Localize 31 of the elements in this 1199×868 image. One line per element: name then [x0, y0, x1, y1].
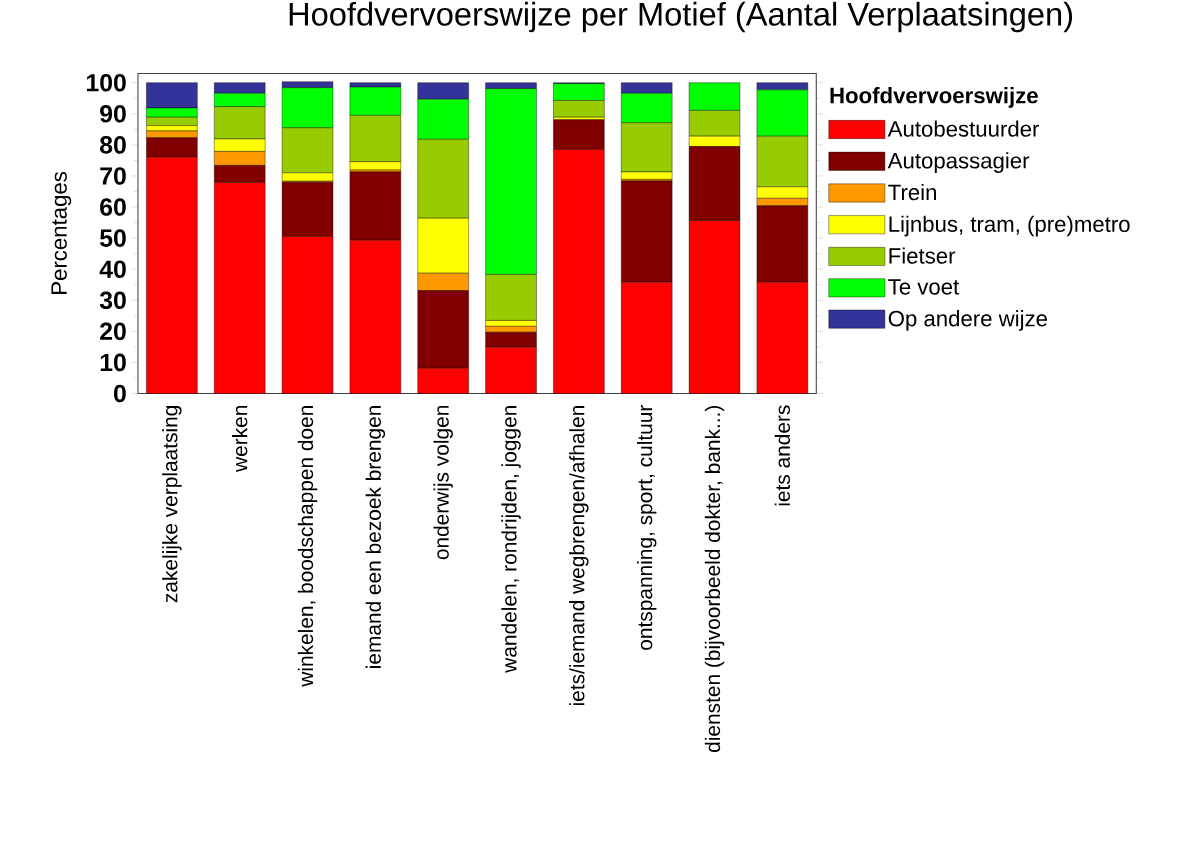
x-tick-label: diensten (bijvoorbeeld dokter, bank...): [704, 405, 725, 752]
legend-label: Autobestuurder: [887, 120, 1040, 137]
y-tick-label: 20: [100, 322, 126, 341]
legend-label: Lijnbus, tram, (pre)metro: [889, 215, 1130, 237]
y-tick-label: 80: [100, 136, 126, 154]
y-tick-label: 50: [99, 229, 126, 247]
x-tick-label: wandelen, rondrijden, joggen: [501, 405, 521, 673]
legend-title: Hoofdvervoerswijze: [830, 86, 1038, 108]
x-tick-label: winkelen, boodschappen doen: [297, 405, 318, 687]
x-tick-label: iets anders: [774, 405, 791, 506]
x-tick-label: ontspanning, sport, cultuur: [636, 404, 657, 650]
x-tick-label: zakelijke verplaatsing: [162, 405, 182, 603]
y-tick-label: 70: [100, 167, 126, 185]
x-tick-label: iemand een bezoek brengen: [365, 405, 386, 668]
legend-label: Fietser: [889, 247, 956, 264]
x-tick-label: onderwijs volgen: [433, 405, 453, 560]
y-tick-label: 30: [99, 291, 126, 309]
legend-label: Op andere wijze: [888, 310, 1048, 331]
y-axis-title: Percentages: [51, 171, 72, 294]
y-tick-label: 0: [114, 384, 126, 403]
y-tick-label: 90: [100, 104, 126, 123]
legend-label: Autopassagier: [887, 152, 1030, 173]
y-tick-label: 60: [100, 198, 126, 216]
x-tick-label: iets/iemand wegbrengen/afhalen: [569, 405, 589, 705]
y-tick-label: 100: [87, 73, 126, 92]
chart-title: Hoofdvervoerswijze per Motief (Aantal Verplaatsingen): [289, 1, 1073, 33]
y-tick-label: 10: [100, 353, 126, 372]
legend-label: Te voet: [888, 279, 960, 295]
x-tick-label: werken: [232, 405, 248, 472]
legend-label: Trein: [888, 183, 936, 201]
y-tick-label: 40: [99, 260, 126, 278]
